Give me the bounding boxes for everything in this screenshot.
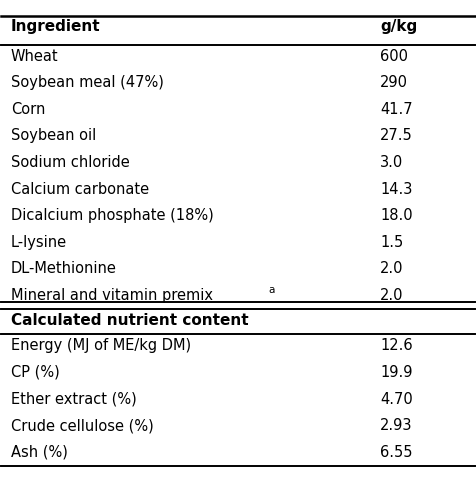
Text: Ingredient: Ingredient [11, 19, 100, 34]
Text: DL-Methionine: DL-Methionine [11, 261, 117, 276]
Text: 41.7: 41.7 [380, 102, 413, 117]
Text: a: a [269, 286, 275, 296]
Text: 290: 290 [380, 75, 408, 90]
Text: Ether extract (%): Ether extract (%) [11, 392, 137, 406]
Text: Crude cellulose (%): Crude cellulose (%) [11, 418, 154, 433]
Text: 14.3: 14.3 [380, 182, 412, 197]
Text: 19.9: 19.9 [380, 365, 413, 380]
Text: 4.70: 4.70 [380, 392, 413, 406]
Text: CP (%): CP (%) [11, 365, 60, 380]
Text: 1.5: 1.5 [380, 235, 403, 250]
Text: Wheat: Wheat [11, 49, 59, 64]
Text: 6.55: 6.55 [380, 445, 413, 460]
Text: Sodium chloride: Sodium chloride [11, 155, 129, 170]
Text: 12.6: 12.6 [380, 339, 413, 353]
Text: 27.5: 27.5 [380, 128, 413, 144]
Text: 18.0: 18.0 [380, 208, 413, 223]
Text: g/kg: g/kg [380, 19, 417, 34]
Text: L-lysine: L-lysine [11, 235, 67, 250]
Text: Soybean meal (47%): Soybean meal (47%) [11, 75, 164, 90]
Text: Corn: Corn [11, 102, 45, 117]
Text: 3.0: 3.0 [380, 155, 403, 170]
Text: Ash (%): Ash (%) [11, 445, 68, 460]
Text: 2.93: 2.93 [380, 418, 413, 433]
Text: Calculated nutrient content: Calculated nutrient content [11, 313, 248, 328]
Text: 2.0: 2.0 [380, 288, 404, 303]
Text: 600: 600 [380, 49, 408, 64]
Text: Mineral and vitamin premix: Mineral and vitamin premix [11, 288, 213, 303]
Text: 2.0: 2.0 [380, 261, 404, 276]
Text: Calcium carbonate: Calcium carbonate [11, 182, 149, 197]
Text: Soybean oil: Soybean oil [11, 128, 96, 144]
Text: Dicalcium phosphate (18%): Dicalcium phosphate (18%) [11, 208, 214, 223]
Text: Energy (MJ of ME/kg DM): Energy (MJ of ME/kg DM) [11, 339, 191, 353]
